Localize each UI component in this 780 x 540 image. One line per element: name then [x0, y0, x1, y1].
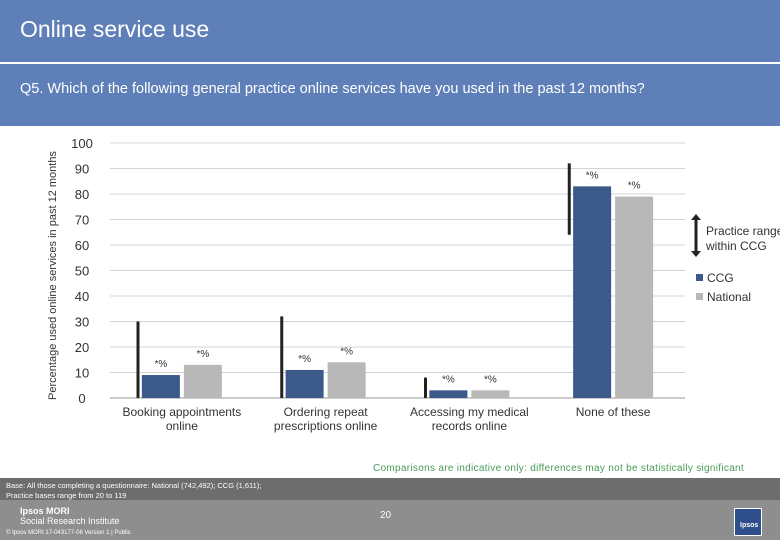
- category-label: online: [166, 419, 198, 433]
- y-tick-label: 10: [75, 366, 89, 381]
- national-bar: [615, 196, 654, 398]
- page-title: Online service use: [20, 16, 210, 42]
- y-tick-label: 20: [75, 340, 89, 355]
- legend-range-label-line2: within CCG: [705, 239, 767, 253]
- title-bar: [0, 0, 780, 62]
- bar-value-label: *%: [484, 374, 497, 385]
- y-tick-label: 100: [71, 136, 93, 151]
- bar-value-label: *%: [196, 349, 209, 360]
- legend-label: CCG: [707, 271, 734, 285]
- y-tick-label: 50: [75, 264, 89, 279]
- category-label: prescriptions online: [274, 419, 378, 433]
- category-label: Accessing my medical: [410, 405, 529, 419]
- ipsos-logo-title: Ipsos MORI: [20, 506, 70, 516]
- ipsos-logo-text: Ipsos: [740, 522, 759, 529]
- national-bar: [183, 364, 222, 398]
- legend-swatch: [696, 274, 703, 281]
- bar-value-label: *%: [154, 359, 167, 370]
- legend-range-label-line1: Practice range: [706, 224, 780, 238]
- base-text-2: Practice bases range from 20 to 119: [6, 491, 127, 500]
- bar-value-label: *%: [340, 346, 353, 357]
- bar-value-label: *%: [442, 374, 455, 385]
- copyright-text: © Ipsos MORI 17-043177-06 Version 1 | Pu…: [6, 530, 131, 536]
- category-label: Booking appointments: [123, 405, 242, 419]
- ccg-bar: [285, 369, 324, 398]
- y-tick-label: 0: [78, 391, 85, 406]
- category-label: None of these: [576, 405, 651, 419]
- base-text-1: Base: All those completing a questionnai…: [6, 481, 262, 490]
- page-number: 20: [380, 510, 392, 521]
- question-text: Q5. Which of the following general pract…: [20, 81, 645, 97]
- question-bar: [0, 64, 780, 126]
- bar-value-label: *%: [298, 354, 311, 365]
- y-tick-label: 90: [75, 162, 89, 177]
- comparison-note: Comparisons are indicative only: differe…: [373, 463, 744, 474]
- national-bar: [327, 362, 366, 398]
- y-tick-label: 30: [75, 315, 89, 330]
- y-tick-label: 60: [75, 238, 89, 253]
- footer-base-strip: [0, 478, 780, 500]
- ipsos-logo-subtitle: Social Research Institute: [20, 516, 120, 526]
- bar-chart: 0 10 20 30 40 50 60 70 80 90 100 Percentage used on…: [47, 136, 780, 433]
- legend-range-arrow-up: [691, 214, 701, 220]
- legend-range-arrow-down: [691, 251, 701, 257]
- ccg-bar: [573, 186, 612, 398]
- bar-value-label: *%: [628, 181, 641, 192]
- y-tick-label: 80: [75, 187, 89, 202]
- legend-swatch: [696, 293, 703, 300]
- ipsos-logo-icon: Ipsos: [734, 508, 762, 536]
- y-axis-label: Percentage used online services in past …: [47, 151, 59, 400]
- category-label: records online: [432, 419, 508, 433]
- ccg-bar: [141, 375, 180, 398]
- legend-label: National: [707, 290, 751, 304]
- category-label: Ordering repeat: [284, 405, 369, 419]
- y-tick-label: 70: [75, 213, 89, 228]
- y-tick-label: 40: [75, 289, 89, 304]
- national-bar: [471, 390, 510, 398]
- ccg-bar: [429, 390, 468, 398]
- bar-value-label: *%: [586, 170, 599, 181]
